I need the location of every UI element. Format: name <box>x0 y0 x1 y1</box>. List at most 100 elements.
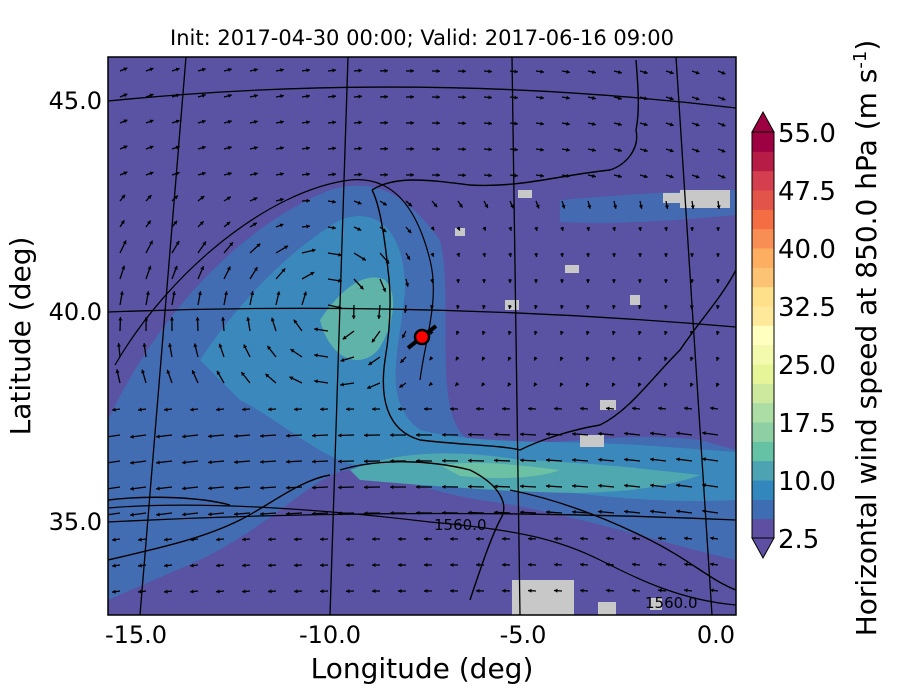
wind-arrow-head <box>710 588 714 593</box>
wind-arrow-head <box>669 174 674 179</box>
wind-arrow-head <box>201 93 206 98</box>
wind-arrow-head <box>227 171 232 176</box>
wind-arrow-head <box>710 536 714 541</box>
wind-arrow-head <box>559 382 564 387</box>
wind-arrow-head <box>372 589 376 594</box>
wind-arrow-head <box>540 69 544 74</box>
wind-arrow-head <box>384 120 388 125</box>
wind-arrow-head <box>364 433 368 438</box>
colorbar-band <box>752 228 774 249</box>
wind-arrow-head <box>145 291 150 295</box>
colorbar-band <box>752 518 774 539</box>
colorbar-band <box>752 460 774 481</box>
wind-arrow-head <box>372 407 376 412</box>
wind-arrow-head <box>689 382 694 387</box>
wind-arrow-head <box>121 265 126 270</box>
wind-arrow-head <box>410 172 414 177</box>
wind-arrow-head <box>112 563 116 568</box>
wind-arrow-head <box>147 265 152 270</box>
wind-arrow-head <box>702 483 706 488</box>
wind-arrow-head <box>617 122 622 127</box>
wind-arrow-head <box>250 291 255 296</box>
wind-arrow-head <box>314 353 318 358</box>
wind-arrow-head <box>197 291 202 295</box>
wind-arrow-head <box>476 536 480 541</box>
wind-arrow-head <box>632 536 636 541</box>
wind-arrow-head <box>533 356 538 361</box>
wind-arrow-head <box>715 279 721 283</box>
wind-arrow-head <box>481 382 486 387</box>
wind-arrow-head <box>190 563 194 568</box>
wind-arrow-head <box>208 460 212 465</box>
y-tick-label: 45.0 <box>49 87 102 115</box>
wind-arrow-head <box>142 343 147 347</box>
colorbar-tick-label: 47.5 <box>778 177 836 207</box>
wind-arrow-head <box>175 119 180 124</box>
wind-arrow-head <box>462 95 466 100</box>
wind-arrow-head <box>689 331 694 335</box>
wind-arrow-head <box>175 145 180 150</box>
wind-arrow <box>108 512 121 516</box>
wind-arrow-head <box>408 202 412 207</box>
wind-arrow-head <box>436 146 440 152</box>
wind-arrow-head <box>481 305 486 309</box>
wind-arrow-head <box>632 588 636 593</box>
wind-arrow-head <box>390 485 394 490</box>
wind-arrow-head <box>585 253 591 257</box>
wind-arrow-head <box>190 589 194 594</box>
wind-arrow-head <box>462 173 466 178</box>
wind-arrow-head <box>303 291 308 296</box>
wind-arrow-head <box>546 510 550 515</box>
wind-arrow-head <box>338 485 342 490</box>
wind-arrow-head <box>156 512 160 517</box>
wind-arrow-head <box>146 220 151 225</box>
x-tick-label: -10.0 <box>299 621 361 649</box>
station-marker[interactable] <box>413 328 431 346</box>
wind-arrow-head <box>715 356 720 361</box>
wind-arrow-head <box>429 381 433 386</box>
wind-arrow-head <box>390 433 394 438</box>
wind-arrow-head <box>476 406 480 411</box>
wind-arrow-head <box>361 256 366 261</box>
wind-arrow-head <box>130 460 134 465</box>
wind-arrow-head <box>484 204 489 209</box>
wind-arrow-head <box>617 174 622 179</box>
wind-arrow-head <box>382 228 387 233</box>
wind-arrow-head <box>312 433 316 438</box>
wind-arrow-head <box>488 121 492 126</box>
colorbar-label: Horizontal wind speed at 850.0 hPa (m s-… <box>850 40 884 637</box>
wind-arrow-head <box>286 511 290 516</box>
wind-arrow-head <box>520 510 524 515</box>
wind-arrow-head <box>260 433 264 438</box>
wind-arrow-head <box>424 562 428 568</box>
height-contours <box>108 179 736 606</box>
wind-arrow-head <box>112 407 116 412</box>
wind-arrow-head <box>254 119 258 125</box>
y-axis-label: Latitude (deg) <box>4 237 37 436</box>
wind-arrow-head <box>587 204 592 209</box>
wind-arrow-head <box>286 485 290 490</box>
wind-arrow-head <box>202 241 206 246</box>
wind-arrow-head <box>267 345 272 350</box>
wind-arrow-head <box>598 431 602 436</box>
wind-arrow-head <box>118 317 123 321</box>
wind-arrow-head <box>617 96 622 101</box>
wind-arrow-head <box>332 146 336 151</box>
wind-arrow-head <box>702 457 706 462</box>
wind-arrow-head <box>669 70 674 75</box>
wind-arrow-head <box>585 305 590 309</box>
wind-arrow-head <box>663 356 668 361</box>
wind-arrow-head <box>561 204 566 209</box>
wind-arrow-head <box>592 69 596 74</box>
wind-arrow-head <box>293 319 298 324</box>
wind-arrow-head <box>169 317 174 321</box>
wind-arrow-head <box>130 486 134 491</box>
wind-arrow-head <box>364 459 368 464</box>
wind-arrow-head <box>689 279 695 283</box>
wind-arrow-head <box>455 356 460 361</box>
wind-arrow-head <box>676 509 680 514</box>
wind-arrow-head <box>455 279 461 283</box>
wind-arrow-head <box>689 253 695 257</box>
wind-arrow-head <box>566 121 570 126</box>
wind-arrow-head <box>216 563 220 568</box>
